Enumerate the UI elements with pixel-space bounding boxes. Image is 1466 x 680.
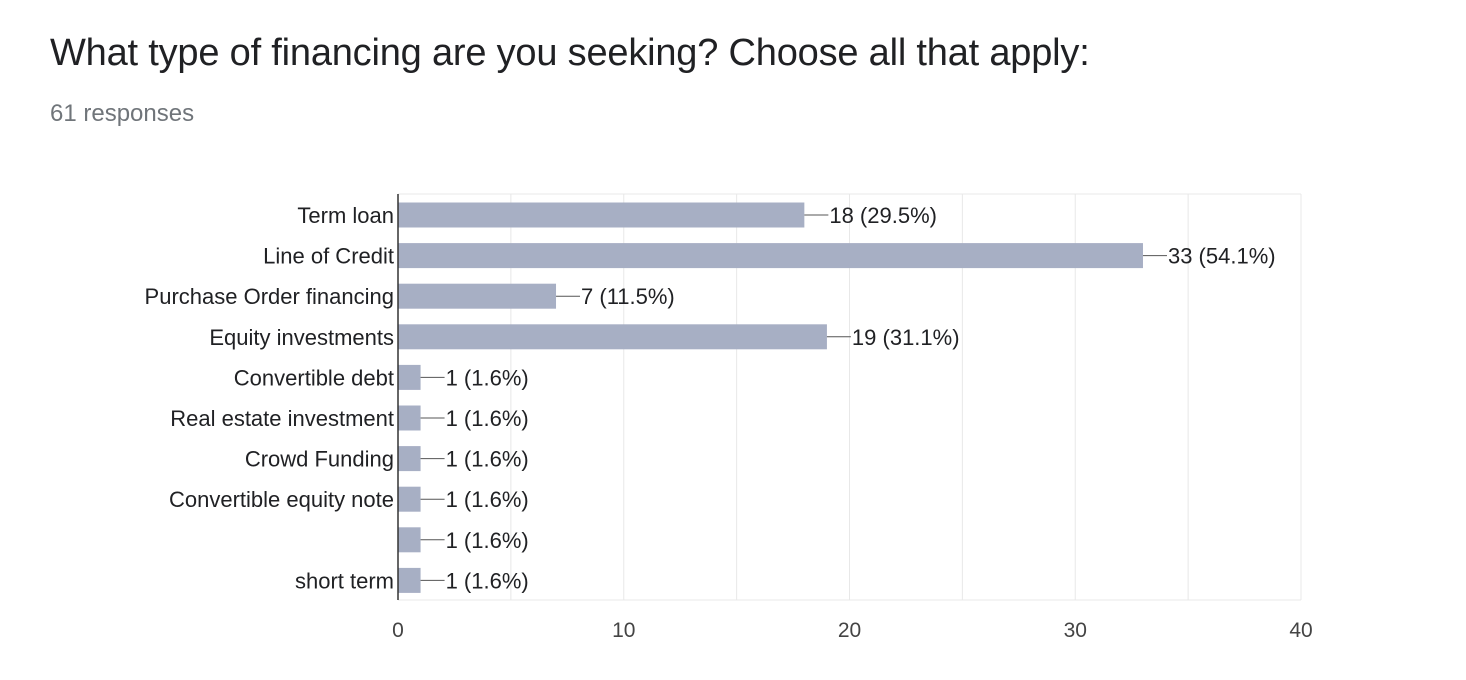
data-label: 19 (31.1%)	[852, 325, 960, 350]
data-label: 1 (1.6%)	[446, 487, 529, 512]
data-label: 1 (1.6%)	[446, 447, 529, 472]
bar	[398, 527, 421, 553]
category-label: Purchase Order financing	[145, 284, 394, 309]
bar	[398, 446, 421, 472]
data-label: 7 (11.5%)	[581, 284, 675, 309]
bar	[398, 324, 827, 350]
x-tick-label: 20	[838, 619, 861, 642]
bar	[398, 486, 421, 512]
category-label: short term	[295, 568, 394, 593]
data-label: 18 (29.5%)	[829, 203, 937, 228]
axis-layer: 0 10 20 30 40	[392, 194, 1313, 642]
data-label: 1 (1.6%)	[446, 568, 529, 593]
x-tick-label: 30	[1064, 619, 1087, 642]
category-label: Real estate investment	[170, 406, 394, 431]
category-label: Line of Credit	[263, 244, 394, 269]
data-label: 1 (1.6%)	[446, 406, 529, 431]
question-title: What type of financing are you seeking? …	[50, 32, 1090, 74]
category-label: Convertible equity note	[169, 487, 394, 512]
bar	[398, 405, 421, 431]
data-label: 1 (1.6%)	[446, 528, 529, 553]
labels-layer: 18 (29.5%) Term loan 33 (54.1%) Line of Cre…	[145, 203, 1276, 593]
category-label: Crowd Funding	[245, 447, 394, 472]
category-label: Convertible debt	[234, 365, 394, 390]
bar	[398, 202, 805, 228]
x-tick-label: 0	[392, 619, 404, 642]
bar	[398, 283, 557, 309]
bars-layer	[398, 202, 1143, 593]
bar	[398, 243, 1143, 269]
category-label: Term loan	[297, 203, 394, 228]
data-label: 1 (1.6%)	[446, 365, 529, 390]
data-label: 33 (54.1%)	[1168, 244, 1276, 269]
bar	[398, 364, 421, 390]
response-count: 61 responses	[50, 100, 195, 127]
x-tick-label: 10	[612, 619, 635, 642]
x-tick-label: 40	[1289, 619, 1312, 642]
bar	[398, 567, 421, 593]
category-label: Equity investments	[209, 325, 394, 350]
